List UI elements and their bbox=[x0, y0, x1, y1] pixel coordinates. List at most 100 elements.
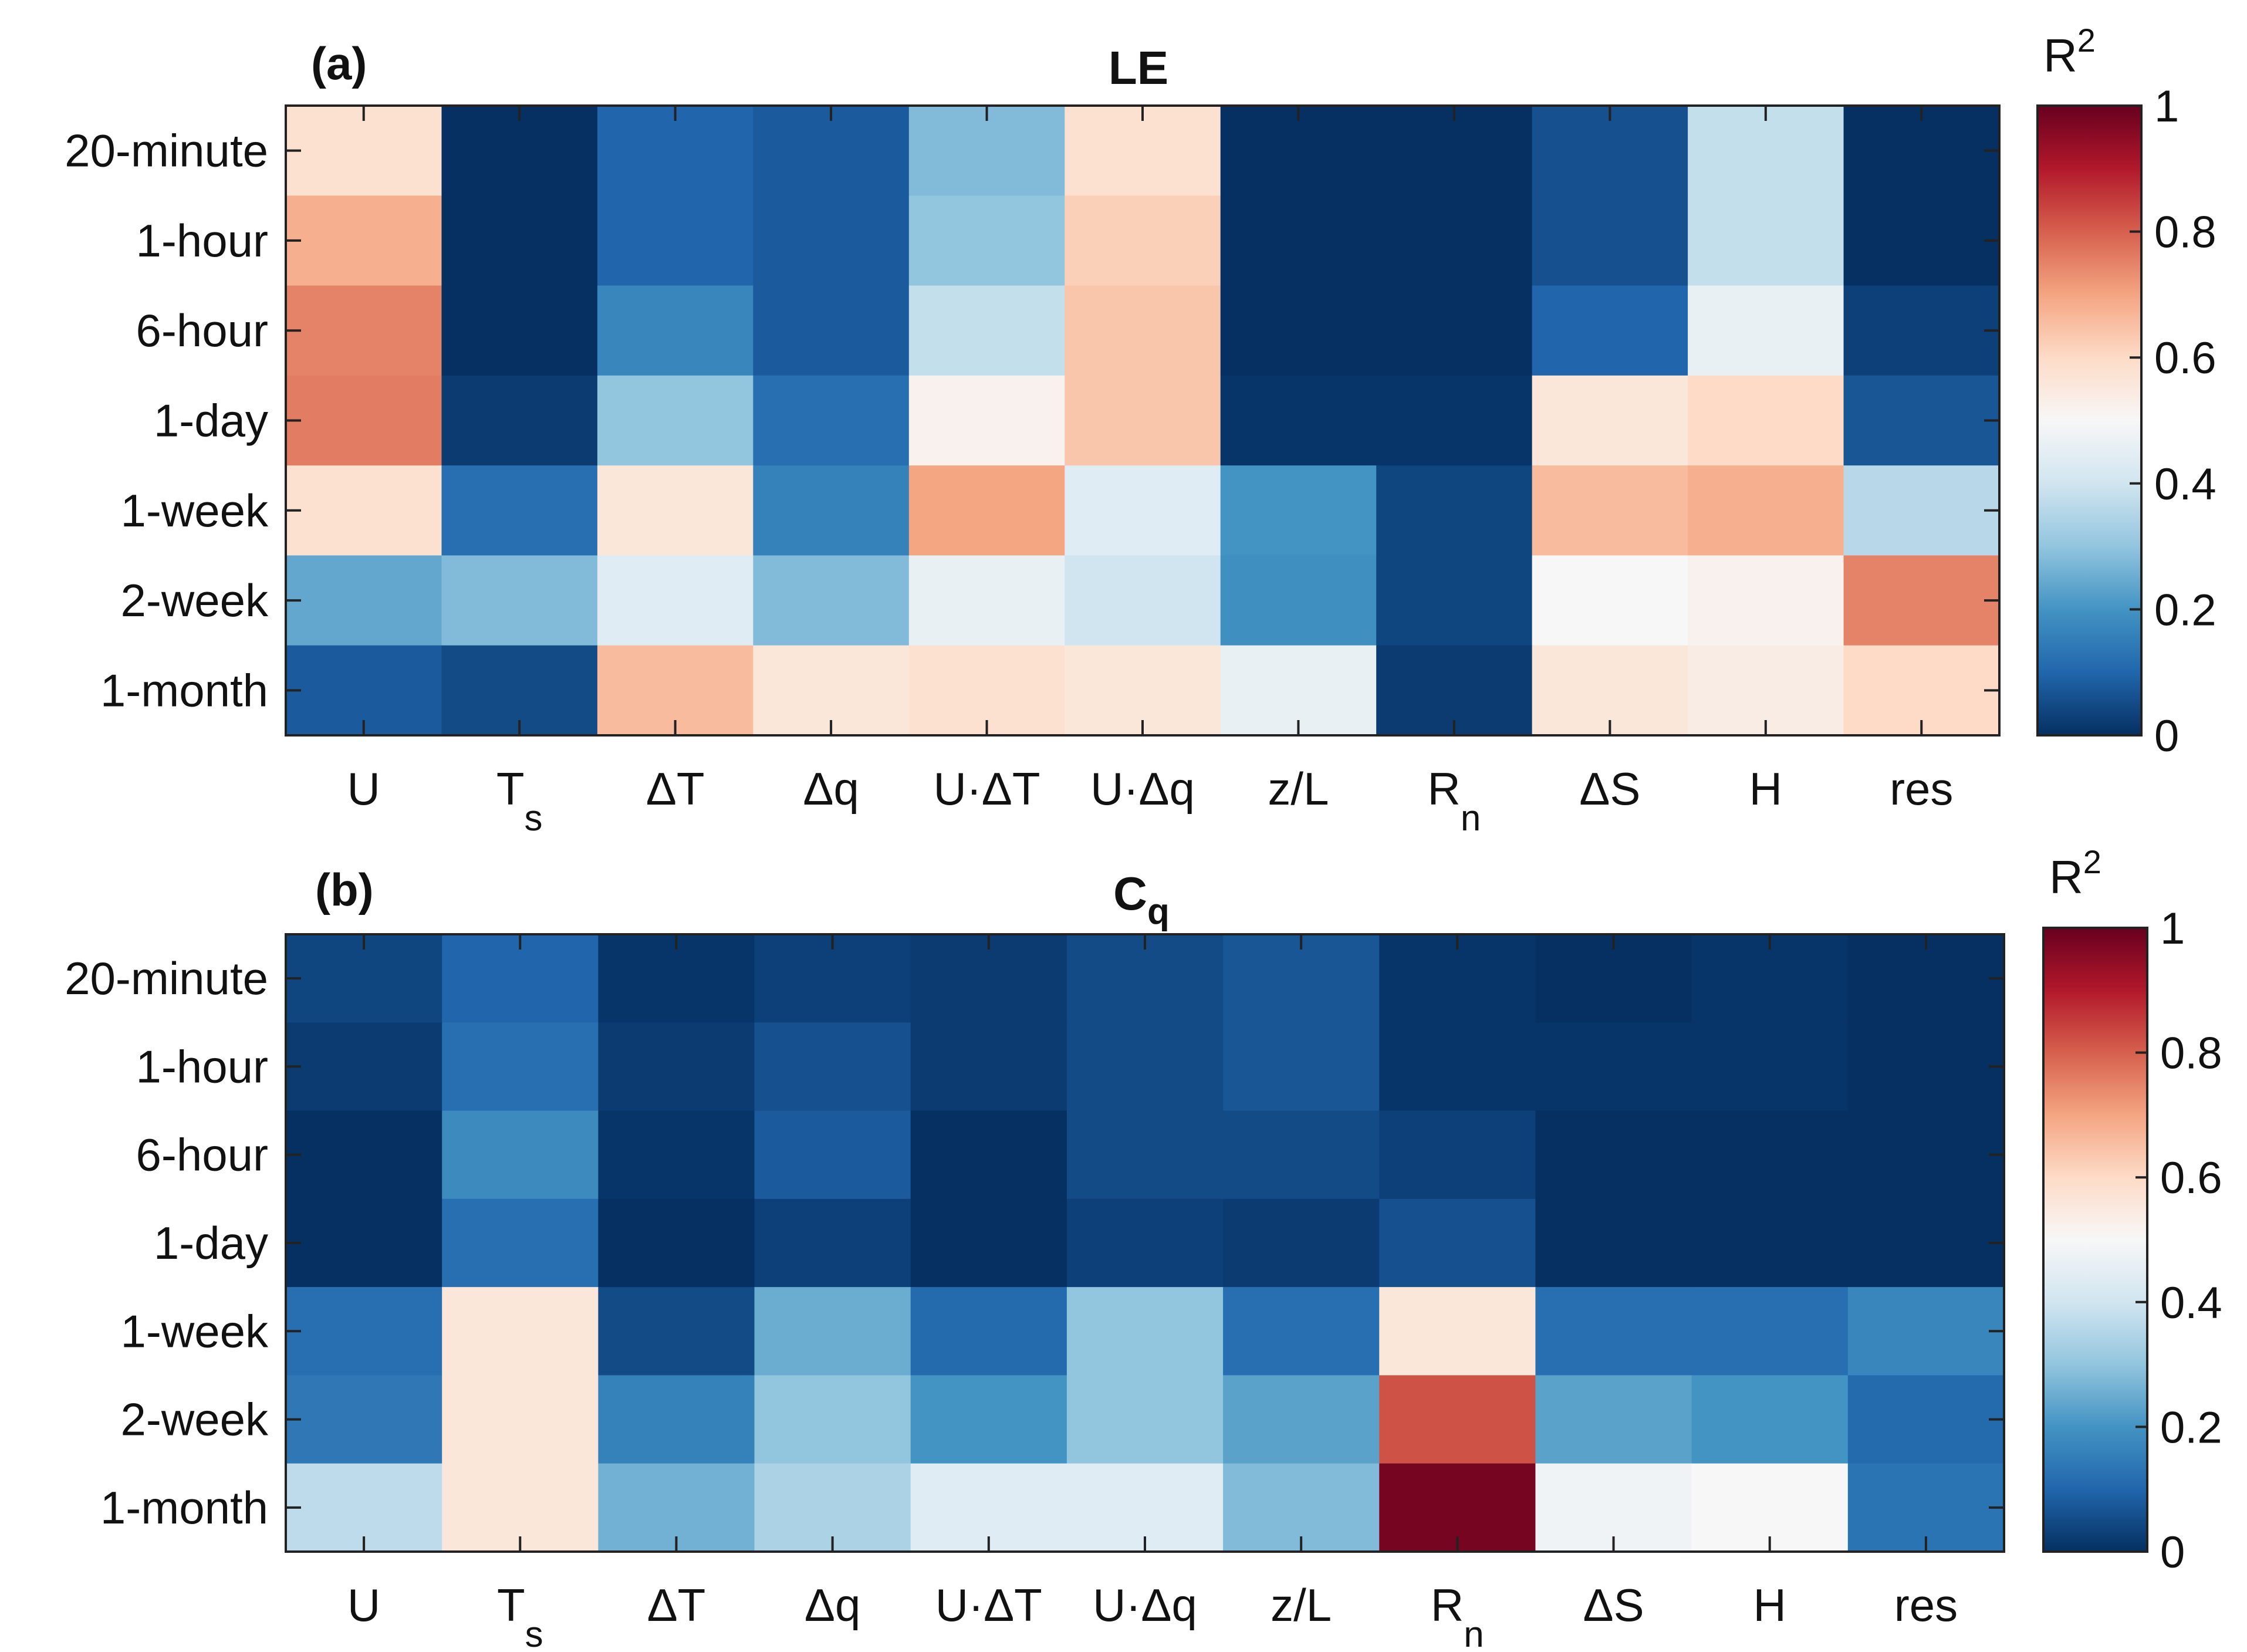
heatmap-cell bbox=[1843, 375, 2000, 466]
heatmap-cell bbox=[441, 375, 598, 466]
column-label: Δq bbox=[805, 1579, 860, 1631]
row-label: 6-hour bbox=[136, 305, 268, 356]
panel-title-b-main: C bbox=[1113, 867, 1147, 920]
column-label-main: U bbox=[347, 1579, 380, 1631]
heatmap-cell bbox=[1379, 1110, 1536, 1200]
heatmap-cell bbox=[1688, 195, 1844, 286]
heatmap-cell bbox=[1220, 195, 1377, 286]
heatmap-cell bbox=[597, 285, 754, 376]
column-label-main: z/L bbox=[1268, 763, 1329, 815]
heatmap-cell bbox=[1379, 1198, 1536, 1288]
colorbar-title: R2 bbox=[2049, 843, 2101, 903]
row-label: 2-week bbox=[121, 1394, 269, 1445]
panel-title-b: Cq bbox=[1113, 867, 1170, 932]
column-label: U bbox=[347, 763, 380, 815]
column-label: z/L bbox=[1268, 763, 1329, 815]
colorbar-tick-label: 0.4 bbox=[2160, 1278, 2222, 1328]
heatmap-cell bbox=[1223, 1022, 1380, 1112]
column-label: U·Δq bbox=[1090, 763, 1195, 815]
heatmap-cell bbox=[1376, 375, 1533, 466]
colorbar-gradient bbox=[2042, 927, 2148, 1553]
heatmap-cell bbox=[286, 555, 442, 646]
heatmap-cell bbox=[1223, 1375, 1380, 1464]
heatmap-cell bbox=[1535, 1110, 1692, 1200]
plot-frame-b bbox=[285, 933, 2005, 1553]
panel-label-a: (a) bbox=[311, 38, 367, 89]
heatmap-cell bbox=[754, 1198, 911, 1288]
column-label: Ts bbox=[496, 763, 543, 839]
heatmap-cell bbox=[1066, 1287, 1224, 1376]
row-label: 1-hour bbox=[136, 1040, 268, 1092]
heatmap-cell bbox=[597, 375, 754, 466]
heatmap-cell bbox=[1532, 465, 1688, 556]
column-label-main: U·Δq bbox=[1093, 1579, 1197, 1631]
heatmap-cell bbox=[753, 285, 910, 376]
column-label: res bbox=[1890, 763, 1953, 815]
heatmap-cell bbox=[910, 1198, 1067, 1288]
heatmap-cell bbox=[1376, 195, 1533, 286]
heatmap-cell bbox=[1843, 285, 2000, 376]
heatmap-cell bbox=[1220, 555, 1377, 646]
panel-title-b-sub: q bbox=[1147, 891, 1170, 932]
column-label-main: U·Δq bbox=[1090, 763, 1195, 815]
heatmap-cell bbox=[754, 1287, 911, 1376]
heatmap-cell bbox=[598, 1110, 755, 1200]
column-label-sub: s bbox=[525, 1614, 543, 1652]
heatmap-cell bbox=[442, 1110, 599, 1200]
row-label: 1-day bbox=[154, 1217, 268, 1269]
heatmap-cell bbox=[1379, 1022, 1536, 1112]
heatmap-cell bbox=[1688, 555, 1844, 646]
colorbar-tick-label: 0 bbox=[2160, 1528, 2185, 1577]
column-label: res bbox=[1894, 1579, 1958, 1631]
column-label: Ts bbox=[497, 1579, 543, 1652]
row-label: 1-week bbox=[121, 1305, 269, 1357]
column-label: U·ΔT bbox=[934, 763, 1040, 815]
heatmap-cell bbox=[1065, 195, 1221, 286]
heatmap-cell bbox=[1376, 465, 1533, 556]
heatmap-cell bbox=[286, 1287, 442, 1376]
colorbar-title-main: R bbox=[2043, 29, 2077, 82]
heatmap-cell bbox=[597, 465, 754, 556]
colorbar-title-main: R bbox=[2049, 851, 2083, 903]
heatmap-cell bbox=[1379, 1287, 1536, 1376]
column-label-sub: n bbox=[1461, 798, 1481, 839]
column-label-main: ΔS bbox=[1579, 763, 1640, 815]
colorbar-title-sup: 2 bbox=[2083, 843, 2101, 880]
row-label: 1-week bbox=[121, 485, 269, 536]
heatmap-cell bbox=[1691, 1198, 1849, 1288]
heatmap-panel-a: (a) LE 20-minute1-hour6-hour1-day1-week2… bbox=[65, 22, 2216, 839]
panel-title-a-main: LE bbox=[1109, 42, 1168, 94]
column-label: ΔT bbox=[647, 1579, 706, 1631]
heatmap-cell bbox=[598, 1375, 755, 1464]
heatmap-cell bbox=[1066, 1022, 1224, 1112]
heatmap-cell bbox=[1691, 1287, 1849, 1376]
colorbar-tick-label: 1 bbox=[2154, 82, 2179, 131]
column-label: H bbox=[1753, 1579, 1786, 1631]
column-label-main: U bbox=[347, 763, 380, 815]
row-label: 1-month bbox=[100, 664, 268, 716]
heatmap-cell bbox=[286, 285, 442, 376]
heatmap-cell bbox=[598, 1287, 755, 1376]
plot-frame-a bbox=[285, 104, 2001, 737]
heatmap-cell bbox=[442, 1287, 599, 1376]
heatmap-cell bbox=[1535, 1198, 1692, 1288]
column-label: U·ΔT bbox=[935, 1579, 1042, 1631]
heatmap-cell bbox=[1847, 1022, 2005, 1112]
heatmap-cell bbox=[1066, 1375, 1224, 1464]
colorbar-tick-label: 1 bbox=[2160, 904, 2185, 954]
column-label-main: ΔT bbox=[647, 1579, 706, 1631]
column-label-sub: n bbox=[1464, 1614, 1484, 1652]
heatmap-cell bbox=[1065, 285, 1221, 376]
heatmap-cell bbox=[1847, 1375, 2005, 1464]
column-label: Δq bbox=[803, 763, 859, 815]
heatmap-cell bbox=[442, 1375, 599, 1464]
heatmap-cell bbox=[753, 375, 910, 466]
heatmap-panel-b: (b) Cq 20-minute1-hour6-hour1-day1-week2… bbox=[65, 843, 2222, 1652]
heatmap-cell bbox=[442, 1198, 599, 1288]
column-label-main: ΔT bbox=[646, 763, 705, 815]
row-label: 6-hour bbox=[136, 1129, 268, 1181]
column-label-main: res bbox=[1894, 1579, 1958, 1631]
